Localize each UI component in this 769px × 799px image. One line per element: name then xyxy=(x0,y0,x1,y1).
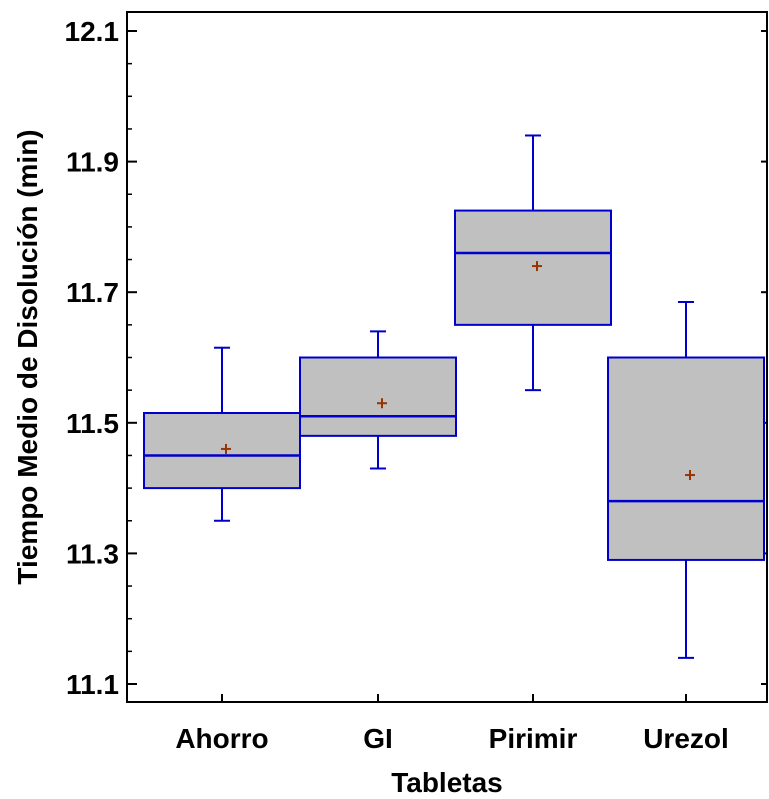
x-tick-label: GI xyxy=(363,723,393,754)
x-tick-label: Ahorro xyxy=(175,723,268,754)
y-tick-label: 12.1 xyxy=(65,16,120,47)
mean-marker xyxy=(532,261,542,272)
x-tick-label: Urezol xyxy=(643,723,729,754)
boxes-layer xyxy=(143,134,765,659)
box-gi xyxy=(299,330,457,470)
box-iqr xyxy=(299,356,457,437)
y-tick-label: 11.5 xyxy=(66,408,119,439)
x-tick-label: Pirimir xyxy=(489,723,578,754)
y-tick-label: 11.1 xyxy=(66,669,119,700)
y-tick-label: 11.3 xyxy=(66,538,119,569)
box-iqr xyxy=(143,412,301,490)
mean-marker xyxy=(377,398,387,409)
y-tick-label: 11.7 xyxy=(66,277,119,308)
box-iqr xyxy=(454,209,612,326)
box-urezol xyxy=(607,300,765,659)
y-axis-ticks: 11.1 11.3 11.5 11.7 11.9 12.1 xyxy=(65,16,137,700)
box-iqr xyxy=(607,356,765,561)
mean-marker xyxy=(685,470,695,481)
y-tick-label: 11.9 xyxy=(66,147,119,178)
x-axis-labels: Ahorro GI Pirimir Urezol xyxy=(175,694,729,754)
y-axis-title: Tiempo Medio de Disolución (min) xyxy=(12,129,43,584)
box-ahorro xyxy=(143,346,301,522)
box-pirimir xyxy=(454,134,612,392)
mean-marker xyxy=(221,443,231,454)
x-axis-title: Tabletas xyxy=(391,767,503,798)
